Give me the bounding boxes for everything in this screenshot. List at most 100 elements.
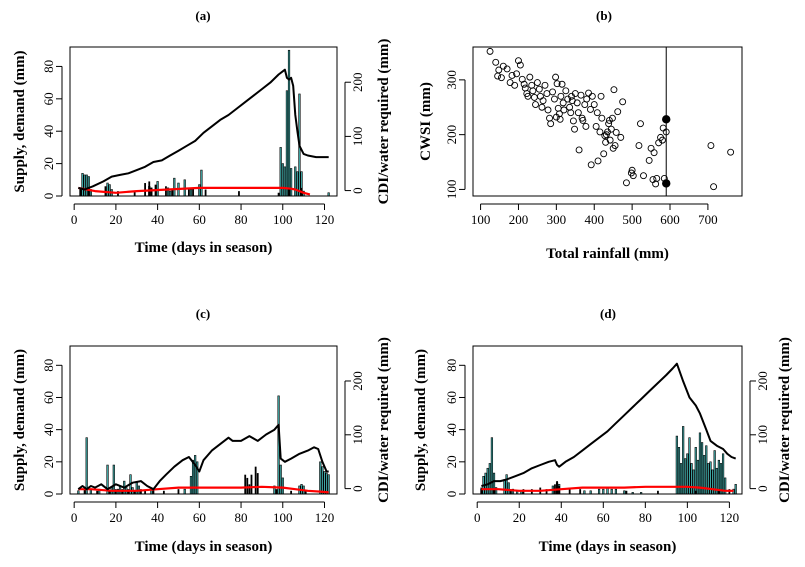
supply-bar [484,472,487,495]
scatter-point [562,87,570,95]
scatter-point [606,136,614,144]
scatter-point [497,74,505,82]
y-tick-label: 0 [444,491,459,498]
x-tick-label: 100 [678,510,698,525]
scatter-point [486,47,494,55]
supply-bar [597,488,601,495]
scatter-point [598,114,606,122]
x-tick-label: 100 [471,212,491,227]
supply-bar [189,189,193,197]
supply-bar [281,163,284,197]
supply-bar [135,482,138,495]
x-tick-label: 40 [555,510,568,525]
scatter-point [532,101,539,108]
supply-bar [696,459,699,495]
scatter-point [560,106,568,114]
demand-bar [568,487,571,494]
x-tick-label: 700 [698,212,718,227]
supply-bar [490,437,494,495]
scatter-point [547,120,555,128]
scatter-point [645,156,653,164]
scatter-point [590,101,598,108]
demand-bar [177,489,180,494]
scatter-point [503,65,511,73]
y-tick-label: 40 [41,125,56,138]
x-tick-label: 400 [584,212,604,227]
supply-bar [85,437,88,495]
y-tick-label: 80 [41,60,56,73]
demand-bar [480,487,483,494]
x-tick-label: 120 [315,212,335,227]
scatter-point [583,95,591,103]
y-tick-label: 80 [444,359,459,372]
scatter-point [587,161,595,169]
y-axis-title: Supply, demand (mm) [413,349,429,491]
scatter-point [592,122,600,130]
supply-bar [323,471,326,495]
demand-bar [304,490,307,494]
scatter-point [526,73,534,81]
scatter-point [727,148,735,156]
x-tick-label: 40 [151,212,164,227]
scatter-point [611,142,619,150]
demand-bar [165,186,167,196]
supply-bar [319,461,322,495]
demand-bar [556,481,558,494]
demand-bar [246,477,249,494]
supply-bar [614,488,618,495]
demand-bar [256,473,259,494]
y2-tick-label: 200 [350,371,365,391]
supply-bar [602,488,605,495]
supply-bar [505,474,508,495]
x-axis-title: Time (days in season) [539,539,677,555]
supply-bar [503,479,506,495]
cdi-line [78,485,329,494]
demand-bar [79,187,82,196]
plot-frame [69,46,338,197]
supply-bar [713,450,716,495]
supply-bar [721,453,725,495]
x-tick-label: 20 [109,212,122,227]
scatter-point [594,157,602,165]
supply-bar [507,482,510,495]
x-tick-label: 0 [474,510,481,525]
supply-bar [281,477,284,495]
demand-bar [493,489,495,494]
demand-bar [152,489,155,494]
x-tick-label: 600 [660,212,680,227]
x-tick-label: 300 [547,212,567,227]
demand-bar [275,489,278,494]
supply-bar [183,488,186,495]
supply-bar [191,459,195,495]
x-tick-label: 60 [193,510,206,525]
supply-bar [327,474,330,495]
panel-a: (a) 0 20 40 60 80 100 120 0 20 40 60 80 Time (days in… [12,8,392,256]
scatter-point [707,142,715,150]
x-tick-label: 20 [109,510,122,525]
cdi-line [78,186,311,196]
water-required-line [481,362,737,487]
scatter-point [539,97,547,105]
y2-tick-label: 0 [350,187,365,194]
y2-tick-label: 100 [350,425,365,445]
demand-bar [238,191,240,196]
highlight-point [662,115,671,124]
scatter-point [588,92,596,100]
scatter-point [619,98,627,106]
supply-bar [711,469,714,495]
demand-bar [204,189,207,196]
supply-bar [698,432,702,495]
x-tick-label: 0 [71,212,78,227]
scatter-point [571,125,578,133]
supply-bar [169,190,172,197]
supply-bar [700,442,704,495]
scatter-point [575,146,583,154]
water-required-line [77,423,329,491]
y-tick-label: 40 [41,423,56,436]
scatter-point [600,150,608,158]
supply-bar [686,453,689,495]
supply-bar [106,182,109,197]
demand-bar [254,466,257,494]
